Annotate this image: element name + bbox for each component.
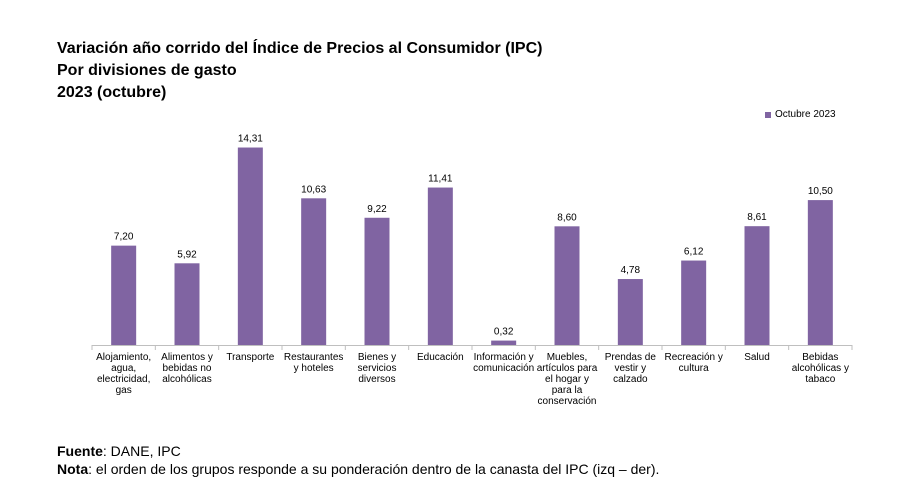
category-label: Restaurantes y hoteles <box>284 352 343 374</box>
data-label: 14,31 <box>238 134 263 145</box>
chart-subtitle: Por divisiones de gasto <box>57 62 237 79</box>
category-label-line: Recreación y <box>664 352 722 363</box>
data-label: 7,20 <box>114 232 134 243</box>
category-label-line: Transporte <box>226 352 274 363</box>
category-label: Bebidas alcohólicas y tabaco <box>792 352 849 385</box>
source-line: Fuente: DANE, IPC <box>57 442 659 460</box>
chart-legend: Octubre 2023 <box>765 109 836 120</box>
data-label: 10,63 <box>301 184 326 195</box>
category-label-line: diversos <box>358 374 395 385</box>
category-label-line: Bebidas <box>802 352 838 363</box>
category-label-line: cultura <box>679 363 709 374</box>
bar <box>111 245 137 345</box>
legend-swatch <box>765 111 771 118</box>
bar <box>491 340 517 345</box>
chart-period: 2023 (octubre) <box>57 84 167 101</box>
bar <box>554 226 580 345</box>
data-label: 6,12 <box>684 247 704 258</box>
chart-title: Variación año corrido del Índice de Prec… <box>57 40 543 57</box>
category-label-line: Alimentos y <box>161 352 213 363</box>
data-label: 5,92 <box>177 249 197 260</box>
chart-title-block: Variación año corrido del Índice de Prec… <box>57 38 542 104</box>
category-label-line: electricidad, <box>97 374 150 385</box>
bar <box>681 260 707 345</box>
category-label-line: el hogar y <box>545 374 589 385</box>
category-label-line: para la <box>552 385 583 396</box>
data-label: 8,60 <box>557 212 577 223</box>
source-label: Fuente <box>57 443 103 459</box>
category-label: Muebles, artículos para el hogar y para la c… <box>537 352 598 407</box>
data-label: 10,50 <box>808 186 833 197</box>
category-label-line: Salud <box>744 352 770 363</box>
category-label-line: y hoteles <box>294 363 334 374</box>
bar <box>617 279 643 345</box>
bar <box>744 226 770 345</box>
bar <box>237 147 263 345</box>
category-label-line: Muebles, <box>547 352 588 363</box>
category-label-line: Información y <box>474 352 534 363</box>
data-label: 4,78 <box>621 265 641 276</box>
bar <box>364 217 390 345</box>
category-label: Alojamiento, agua, electricidad, gas <box>96 352 151 396</box>
category-label: Prendas de vestir y calzado <box>605 352 657 385</box>
data-label: 8,61 <box>747 212 767 223</box>
bar <box>807 200 833 345</box>
category-label-line: servicios <box>358 363 397 374</box>
category-label: Transporte <box>226 352 274 363</box>
category-label-line: gas <box>116 385 132 396</box>
category-label: Salud <box>744 352 770 363</box>
category-label: Alimentos y bebidas no alcohólicas <box>161 352 213 385</box>
category-label-line: bebidas no <box>163 363 212 374</box>
data-label: 0,32 <box>494 327 514 338</box>
note-line: Nota: el orden de los grupos responde a … <box>57 460 659 478</box>
category-label-line: artículos para <box>537 363 598 374</box>
category-label: Bienes y servicios diversos <box>358 352 397 385</box>
category-label-line: vestir y <box>614 363 646 374</box>
category-label-line: alcohólicas y <box>792 363 849 374</box>
category-label: Educación <box>417 352 464 363</box>
bar <box>301 198 327 345</box>
source-text: : DANE, IPC <box>102 443 181 459</box>
category-label-line: Educación <box>417 352 464 363</box>
bar <box>174 263 200 345</box>
category-label-line: Restaurantes <box>284 352 343 363</box>
category-label-line: calzado <box>613 374 648 385</box>
category-label-line: alcohólicas <box>162 374 211 385</box>
legend-label: Octubre 2023 <box>775 109 836 120</box>
data-label: 11,41 <box>428 174 453 185</box>
data-label: 9,22 <box>367 204 387 215</box>
category-label-line: comunicación <box>473 363 534 374</box>
chart-footer: Fuente: DANE, IPC Nota: el orden de los … <box>57 442 659 478</box>
category-label-line: conservación <box>538 396 597 407</box>
category-label-line: Alojamiento, <box>96 352 151 363</box>
note-label: Nota <box>57 461 89 477</box>
category-label-line: tabaco <box>805 374 835 385</box>
category-label-line: Prendas de <box>605 352 657 363</box>
note-text: : el orden de los grupos responde a su p… <box>88 461 660 477</box>
category-label-line: agua, <box>111 363 136 374</box>
bar <box>427 187 453 345</box>
category-label-line: Bienes y <box>358 352 396 363</box>
category-label: Recreación y cultura <box>664 352 722 374</box>
category-label: Información y comunicación <box>473 352 534 374</box>
